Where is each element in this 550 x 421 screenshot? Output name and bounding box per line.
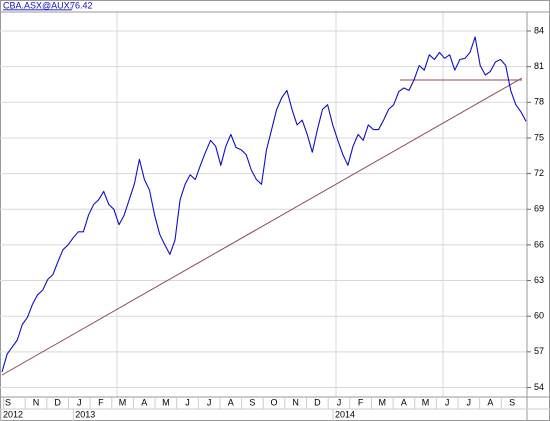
year-label: 2014: [335, 409, 355, 419]
x-tick-label: J: [337, 397, 342, 407]
y-tick-label: 81: [534, 61, 544, 71]
y-tick-label: 78: [534, 97, 544, 107]
x-tick-label: N: [33, 397, 40, 407]
x-tick-label: A: [487, 397, 493, 407]
x-tick-label: M: [119, 397, 127, 407]
y-tick-label: 60: [534, 311, 544, 321]
x-tick-label: J: [77, 397, 82, 407]
y-tick-label: 69: [534, 204, 544, 214]
x-tick-label: J: [467, 397, 472, 407]
x-tick-label: D: [314, 397, 321, 407]
x-tick-label: A: [141, 397, 147, 407]
trend-line: [1, 77, 523, 376]
x-tick-label: M: [422, 397, 430, 407]
x-tick-label: S: [5, 397, 11, 407]
y-tick-label: 72: [534, 168, 544, 178]
x-tick-label: S: [249, 397, 255, 407]
x-tick-label: A: [228, 397, 234, 407]
x-tick-label: F: [98, 397, 104, 407]
x-tick-label: N: [292, 397, 299, 407]
y-tick-label: 54: [534, 382, 544, 392]
year-label: 2012: [3, 409, 23, 419]
price-line: [1, 36, 527, 373]
y-tick-label: 66: [534, 239, 544, 249]
last-value: 76.42: [70, 0, 93, 10]
y-tick-label: 75: [534, 132, 544, 142]
x-tick-label: J: [207, 397, 212, 407]
y-tick-label: 57: [534, 346, 544, 356]
x-tick-label: S: [509, 397, 515, 407]
y-tick-label: 63: [534, 275, 544, 285]
x-tick-label: A: [401, 397, 407, 407]
x-tick-label: J: [185, 397, 190, 407]
x-tick-label: D: [54, 397, 61, 407]
x-tick-label: J: [445, 397, 450, 407]
year-label: 2013: [75, 409, 95, 419]
y-tick-label: 84: [534, 25, 544, 35]
x-tick-label: M: [162, 397, 170, 407]
chart-title: CBA.ASX@AUX:: [3, 0, 72, 10]
x-tick-label: O: [271, 397, 278, 407]
x-tick-label: F: [358, 397, 364, 407]
x-tick-label: M: [378, 397, 386, 407]
